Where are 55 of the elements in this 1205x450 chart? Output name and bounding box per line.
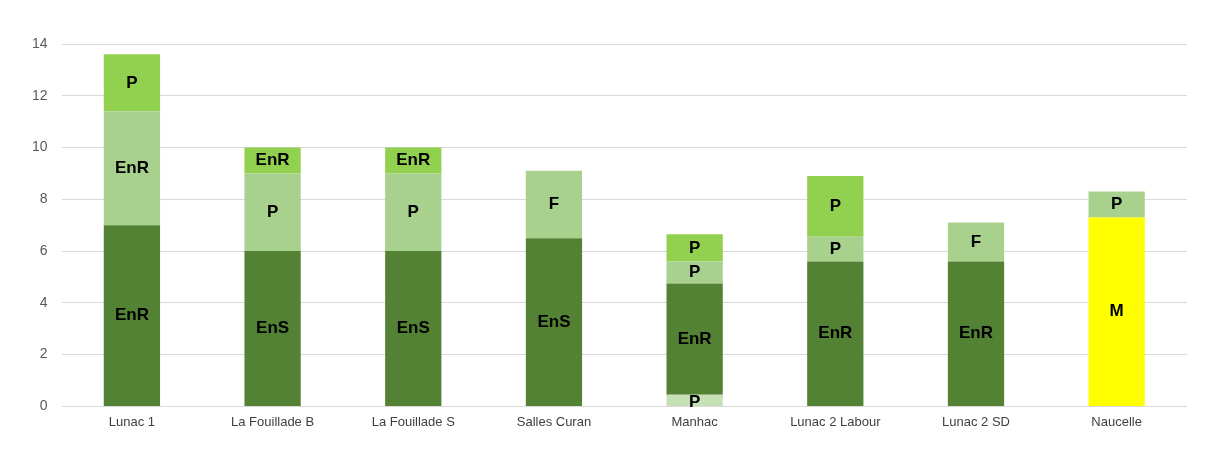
- data-label: EnS: [396, 318, 430, 338]
- bar: [103, 54, 161, 112]
- bar: [244, 173, 301, 252]
- data-label: P: [266, 201, 279, 221]
- data-label: EnR: [677, 328, 712, 348]
- data-label: EnR: [958, 323, 993, 343]
- data-label: P: [1110, 194, 1123, 214]
- data-label: F: [548, 194, 560, 214]
- y-tick-label: 14: [31, 34, 48, 51]
- y-tick-label: 2: [39, 345, 48, 362]
- bar: [947, 261, 1005, 406]
- y-tick-label: 0: [39, 397, 48, 414]
- data-label: P: [688, 262, 701, 282]
- x-tick-label: Lunac 2 Labour: [790, 413, 882, 429]
- data-label: P: [829, 238, 841, 258]
- data-label: P: [407, 201, 419, 221]
- data-label: EnR: [114, 305, 149, 325]
- data-label: P: [688, 237, 701, 257]
- bar: [666, 234, 723, 262]
- x-tick-label: Lunac 2 SD: [942, 413, 1010, 429]
- bar: [525, 170, 583, 239]
- data-label: EnS: [256, 318, 290, 338]
- bar: [385, 251, 442, 406]
- bar: [807, 236, 864, 262]
- data-label: M: [1109, 301, 1124, 321]
- bar: [1088, 217, 1145, 406]
- y-tick-label: 12: [31, 86, 48, 103]
- bar: [385, 173, 442, 252]
- x-tick-label: Salles Curan: [516, 413, 592, 429]
- y-tick-label: 4: [39, 293, 48, 310]
- bar: [1088, 191, 1145, 218]
- bar: [103, 111, 161, 226]
- bar: [103, 225, 161, 406]
- data-label: P: [126, 72, 138, 92]
- y-tick-label: 8: [39, 190, 48, 207]
- x-tick-label: La Fouillade S: [371, 413, 456, 429]
- data-label: EnS: [537, 311, 571, 331]
- bar: [244, 251, 301, 406]
- y-tick-label: 10: [31, 138, 48, 155]
- bar: [807, 261, 864, 406]
- data-label: EnR: [396, 150, 431, 170]
- data-label: F: [970, 231, 982, 251]
- data-label: P: [688, 391, 701, 411]
- data-label: EnR: [255, 150, 290, 170]
- data-label: EnR: [818, 323, 853, 343]
- x-tick-label: Manhac: [671, 413, 719, 429]
- bar: [525, 238, 583, 406]
- data-label: EnR: [114, 157, 149, 177]
- bar: [807, 176, 864, 237]
- y-tick-label: 6: [39, 241, 48, 258]
- bar: [947, 222, 1005, 262]
- x-tick-label: La Fouillade B: [231, 413, 315, 429]
- data-label: P: [829, 196, 841, 216]
- x-tick-label: Lunac 1: [108, 413, 156, 429]
- x-tick-label: Naucelle: [1091, 413, 1142, 429]
